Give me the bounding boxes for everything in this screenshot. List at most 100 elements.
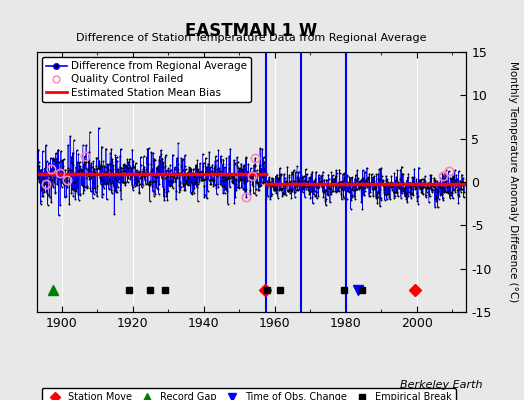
Point	[173, 155, 181, 161]
Point	[375, 176, 384, 182]
Point	[301, 166, 310, 172]
Point	[433, 180, 441, 186]
Point	[450, 174, 458, 180]
Point	[124, 174, 133, 180]
Point	[365, 178, 373, 185]
Point	[164, 165, 172, 171]
Point	[102, 196, 111, 202]
Point	[206, 177, 214, 184]
Point	[146, 198, 154, 204]
Point	[393, 190, 401, 196]
Point	[144, 161, 152, 168]
Point	[249, 183, 257, 189]
Point	[330, 180, 339, 186]
Point	[42, 158, 51, 165]
Point	[308, 184, 316, 190]
Point	[412, 190, 421, 196]
Point	[190, 173, 198, 179]
Point	[228, 178, 236, 185]
Point	[251, 155, 259, 162]
Point	[257, 182, 265, 188]
Point	[60, 182, 68, 188]
Point	[331, 178, 339, 184]
Point	[202, 164, 211, 170]
Point	[210, 168, 218, 175]
Point	[217, 158, 225, 165]
Point	[385, 194, 394, 200]
Point	[423, 185, 431, 192]
Point	[446, 189, 455, 196]
Point	[396, 185, 404, 191]
Point	[272, 186, 281, 192]
Point	[210, 182, 219, 188]
Point	[254, 187, 263, 194]
Point	[360, 192, 368, 198]
Point	[143, 154, 151, 160]
Point	[322, 196, 330, 202]
Point	[427, 172, 435, 179]
Point	[54, 158, 63, 165]
Point	[433, 204, 442, 210]
Point	[376, 166, 385, 172]
Point	[140, 167, 148, 173]
Point	[173, 175, 181, 181]
Point	[274, 194, 282, 201]
Point	[441, 188, 450, 194]
Point	[347, 186, 356, 192]
Point	[266, 179, 275, 186]
Point	[113, 172, 122, 178]
Point	[105, 180, 114, 186]
Point	[342, 178, 351, 184]
Point	[407, 195, 415, 201]
Point	[113, 158, 122, 164]
Point	[431, 196, 439, 202]
Point	[91, 169, 99, 176]
Point	[384, 185, 392, 192]
Point	[303, 181, 312, 187]
Point	[230, 200, 238, 206]
Point	[333, 170, 341, 176]
Point	[363, 184, 372, 190]
Point	[411, 186, 419, 192]
Point	[396, 176, 404, 182]
Point	[136, 180, 144, 187]
Point	[444, 168, 453, 175]
Point	[168, 173, 176, 180]
Point	[204, 169, 213, 175]
Point	[92, 166, 100, 172]
Point	[49, 184, 58, 191]
Point	[122, 162, 130, 169]
Point	[225, 175, 234, 182]
Point	[446, 175, 455, 181]
Point	[375, 166, 383, 172]
Point	[68, 186, 77, 192]
Point	[152, 164, 161, 171]
Point	[147, 149, 156, 156]
Point	[174, 173, 183, 180]
Point	[156, 170, 164, 177]
Point	[121, 162, 129, 168]
Point	[456, 189, 465, 195]
Point	[46, 178, 54, 185]
Point	[418, 176, 426, 182]
Point	[436, 185, 445, 192]
Point	[372, 192, 380, 198]
Point	[135, 169, 143, 175]
Point	[107, 159, 116, 166]
Point	[296, 176, 304, 183]
Point	[85, 129, 94, 135]
Point	[345, 184, 353, 190]
Point	[79, 190, 88, 196]
Point	[104, 173, 112, 179]
Point	[87, 175, 95, 181]
Point	[439, 172, 447, 179]
Point	[320, 188, 329, 194]
Point	[278, 185, 286, 191]
Point	[270, 182, 278, 188]
Point	[148, 188, 157, 194]
Point	[246, 186, 255, 193]
Point	[356, 184, 365, 190]
Point	[376, 203, 384, 209]
Point	[206, 181, 215, 188]
Point	[236, 168, 245, 174]
